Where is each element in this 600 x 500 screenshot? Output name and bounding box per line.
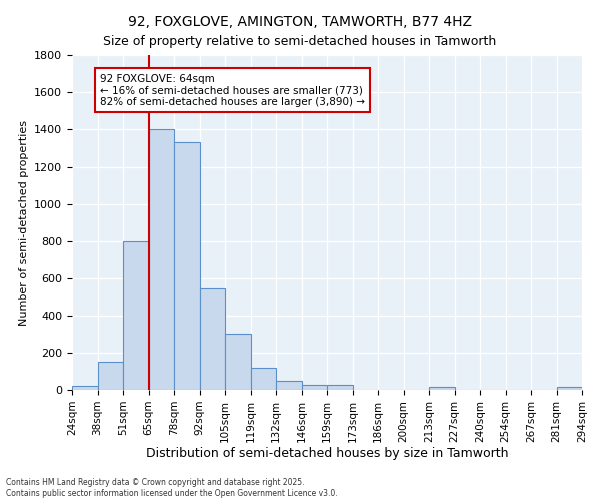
Bar (276, 380, 302, 390)
Bar (429, 387, 455, 390)
Text: Contains HM Land Registry data © Crown copyright and database right 2025.
Contai: Contains HM Land Registry data © Crown c… (6, 478, 338, 498)
Bar (557, 387, 582, 390)
Bar (199, 288, 225, 390)
X-axis label: Distribution of semi-detached houses by size in Tamworth: Distribution of semi-detached houses by … (146, 448, 508, 460)
Bar (72, 386, 97, 390)
Bar (302, 386, 327, 390)
Bar (225, 334, 251, 390)
Bar (149, 130, 174, 390)
Y-axis label: Number of semi-detached properties: Number of semi-detached properties (19, 120, 29, 326)
Bar (97, 362, 123, 390)
Text: 92 FOXGLOVE: 64sqm
← 16% of semi-detached houses are smaller (773)
82% of semi-d: 92 FOXGLOVE: 64sqm ← 16% of semi-detache… (100, 74, 365, 107)
Text: 92, FOXGLOVE, AMINGTON, TAMWORTH, B77 4HZ: 92, FOXGLOVE, AMINGTON, TAMWORTH, B77 4H… (128, 15, 472, 29)
Bar (174, 142, 199, 390)
Bar (251, 368, 276, 390)
Bar (123, 241, 149, 390)
Text: Size of property relative to semi-detached houses in Tamworth: Size of property relative to semi-detach… (103, 35, 497, 48)
Bar (327, 386, 353, 390)
